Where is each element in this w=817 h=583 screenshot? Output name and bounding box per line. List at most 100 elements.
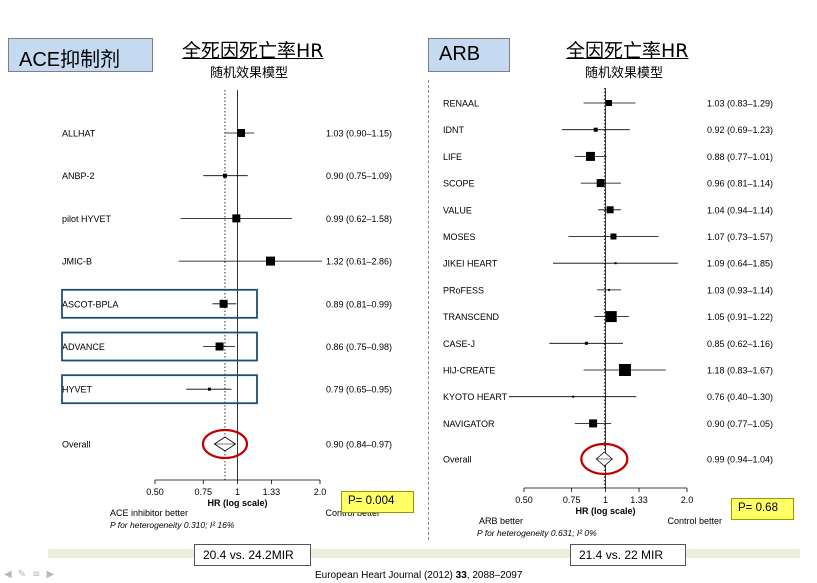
ci-value: 0.96 (0.81–1.14)	[707, 179, 773, 189]
ci-value: 1.03 (0.93–1.14)	[707, 285, 773, 295]
point-estimate	[610, 233, 617, 240]
favours-treatment-label: ARB better	[479, 516, 523, 526]
study-label: ALLHAT	[62, 129, 96, 139]
study-label: RENAAL	[443, 99, 479, 109]
study-label: LIFE	[443, 152, 462, 162]
study-label: KYOTO HEART	[443, 392, 508, 402]
ci-value: 0.88 (0.77–1.01)	[707, 152, 773, 162]
citation-suffix: , 2088–2097	[466, 570, 523, 581]
study-label: NAVIGATOR	[443, 419, 495, 429]
study-label: pilot HYVET	[62, 214, 112, 224]
point-estimate	[584, 341, 588, 345]
ci-value: 1.32 (0.61–2.86)	[326, 257, 392, 267]
citation-prefix: European Heart Journal (2012)	[315, 570, 456, 581]
study-label: JIKEI HEART	[443, 259, 498, 269]
heterogeneity-text: P for heterogeneity 0.310; I² 16%	[110, 520, 235, 530]
point-estimate	[585, 151, 595, 161]
ci-value: 1.09 (0.64–1.85)	[707, 259, 773, 269]
point-estimate	[605, 100, 612, 106]
point-estimate	[614, 262, 617, 265]
x-tick-label: 0.75	[563, 495, 581, 505]
left-chart-title: 全死因死亡率HR	[182, 40, 324, 62]
favours-control-label: Control better	[667, 516, 722, 526]
ci-value: 1.04 (0.94–1.14)	[707, 205, 773, 215]
highlight-box	[61, 374, 258, 405]
point-estimate	[237, 129, 246, 137]
left-event-rate-box: 20.4 vs. 24.2MIR	[194, 544, 311, 566]
x-tick-label: 0.75	[194, 487, 212, 497]
study-label: ADVANCE	[62, 342, 105, 352]
x-tick-label: 1	[235, 487, 240, 497]
point-estimate	[605, 311, 617, 323]
heterogeneity-text: P for heterogeneity 0.631; I² 0%	[477, 528, 597, 538]
highlight-box	[61, 331, 258, 362]
overall-highlight-ring	[580, 442, 629, 476]
x-tick-label: 0.50	[146, 487, 164, 497]
right-pvalue-box: P= 0.68	[731, 498, 794, 520]
ci-value: 1.05 (0.91–1.22)	[707, 312, 773, 322]
arb-tag: ARB	[428, 38, 510, 72]
study-label: IDNT	[443, 125, 464, 135]
study-label: ANBP-2	[62, 171, 95, 181]
pen-icon[interactable]: ✎	[17, 569, 33, 580]
ci-value: 0.79 (0.65–0.95)	[326, 385, 392, 395]
highlight-box	[61, 288, 258, 319]
x-tick-label: 1.33	[263, 487, 281, 497]
study-label: ASCOT-BPLA	[62, 299, 119, 309]
right-chart-subtitle: 随机效果模型	[585, 66, 664, 81]
footer-band	[48, 549, 800, 558]
overall-highlight-ring	[201, 428, 249, 460]
left-pvalue-box: P= 0.004	[341, 491, 414, 513]
favours-treatment-label: ACE inhibitor better	[110, 508, 188, 518]
point-estimate	[232, 214, 241, 223]
ace-inhibitor-tag: ACE抑制剂	[8, 38, 153, 72]
study-label: HIJ-CREATE	[443, 366, 495, 376]
x-axis-label: HR (log scale)	[207, 498, 267, 508]
study-label: SCOPE	[443, 179, 475, 189]
x-tick-label: 1.33	[630, 495, 648, 505]
ci-value: 1.03 (0.90–1.15)	[326, 129, 392, 139]
point-estimate	[596, 179, 605, 188]
next-slide-icon[interactable]: ▶	[46, 569, 61, 580]
overall-label: Overall	[62, 440, 91, 450]
ci-value: 0.92 (0.69–1.23)	[707, 125, 773, 135]
point-estimate	[207, 387, 211, 391]
x-tick-label: 1	[603, 495, 608, 505]
slide-nav-icons[interactable]: ◀✎≡▶	[4, 569, 60, 580]
point-estimate	[606, 206, 614, 214]
overall-label: Overall	[443, 455, 472, 465]
x-axis-label: HR (log scale)	[575, 506, 635, 516]
study-label: VALUE	[443, 205, 472, 215]
study-label: PRoFESS	[443, 285, 484, 295]
left-chart-subtitle: 随机效果模型	[210, 66, 289, 81]
study-label: CASE-J	[443, 339, 475, 349]
ci-value: 0.86 (0.75–0.98)	[326, 342, 392, 352]
ci-value: 0.90 (0.75–1.09)	[326, 171, 392, 181]
point-estimate	[589, 419, 598, 428]
point-estimate	[266, 256, 276, 266]
x-tick-label: 0.50	[515, 495, 533, 505]
prev-slide-icon[interactable]: ◀	[4, 569, 18, 580]
menu-icon[interactable]: ≡	[32, 569, 47, 580]
point-estimate	[222, 173, 227, 178]
right-chart-title: 全因死亡率HR	[566, 40, 689, 62]
citation-volume: 33	[455, 570, 467, 581]
ci-value: 1.18 (0.83–1.67)	[707, 366, 773, 376]
x-tick-label: 2.0	[681, 495, 694, 505]
study-label: HYVET	[62, 385, 93, 395]
right-event-rate-box: 21.4 vs. 22 MIR	[570, 544, 686, 566]
citation: European Heart Journal (2012) 33, 2088–2…	[315, 570, 522, 581]
study-label: MOSES	[443, 232, 476, 242]
point-estimate	[607, 288, 610, 291]
ace-inhibitor-forest-plot: ALLHAT 1.03 (0.90–1.15) ANBP-2 0.90 (0.75–1…	[61, 90, 392, 530]
point-estimate	[618, 364, 631, 376]
ci-value: 0.89 (0.81–0.99)	[326, 299, 392, 309]
point-estimate	[219, 299, 228, 308]
arb-forest-plot: RENAAL 1.03 (0.83–1.29) IDNT 0.92 (0.69–1.2…	[443, 88, 773, 538]
study-label: JMIC-B	[62, 257, 92, 267]
favours-control-label: Control better	[325, 508, 380, 518]
study-label: TRANSCEND	[443, 312, 500, 322]
panel-divider	[428, 80, 429, 540]
ci-value: 0.76 (0.40–1.30)	[707, 392, 773, 402]
overall-ci-value: 0.99 (0.94–1.04)	[707, 455, 773, 465]
